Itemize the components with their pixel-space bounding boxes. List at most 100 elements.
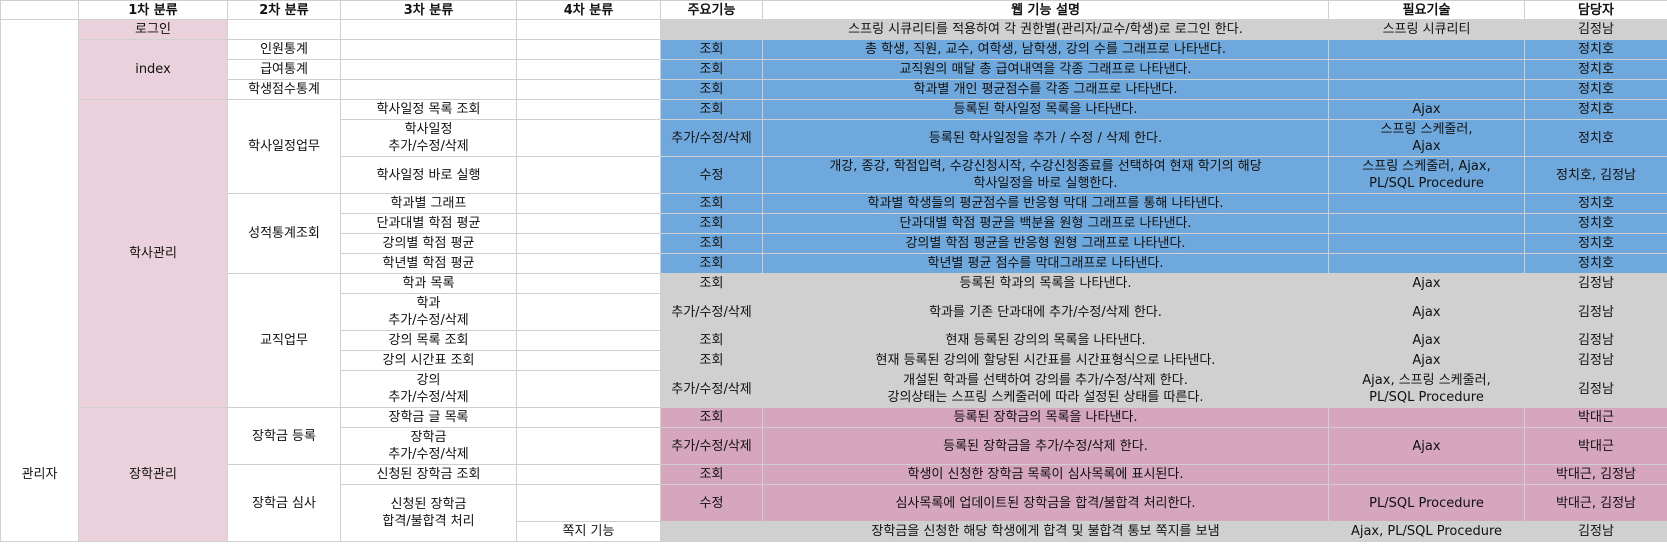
function-cell: 조회 bbox=[660, 213, 763, 234]
owner-cell: 정치호 bbox=[1524, 99, 1667, 120]
cat4-cell bbox=[516, 213, 661, 234]
function-cell bbox=[660, 521, 763, 542]
cat4-cell bbox=[516, 370, 661, 408]
table-row: 학과 추가/수정/삭제 추가/수정/삭제 학과를 기존 단과대에 추가/수정/삭… bbox=[1, 293, 1667, 331]
table-row: 장학금 추가/수정/삭제 추가/수정/삭제 등록된 장학금을 추가/수정/삭제 … bbox=[1, 427, 1667, 465]
table-row: 관리자 로그인 스프링 시큐리티를 적용하여 각 권한별(관리자/교수/학생)로… bbox=[0, 19, 1667, 542]
cat3-cell bbox=[340, 59, 517, 80]
description-cell: 심사목록에 업데이트된 장학금을 합격/불합격 처리한다. bbox=[762, 484, 1329, 522]
owner-cell: 김정남 bbox=[1524, 19, 1667, 40]
function-cell: 조회 bbox=[660, 59, 763, 80]
cat4-cell bbox=[516, 39, 661, 60]
tech-cell: Ajax, 스프링 스케줄러, PL/SQL Procedure bbox=[1328, 370, 1525, 408]
cat2-student-score-stats: 학생점수통계 bbox=[227, 79, 341, 100]
cat4-cell bbox=[516, 19, 661, 40]
function-cell: 조회 bbox=[660, 273, 763, 294]
owner-cell: 정치호 bbox=[1524, 39, 1667, 60]
cat2-schedule-work: 학사일정업무 bbox=[227, 99, 341, 194]
function-cell: 조회 bbox=[660, 350, 763, 371]
cat4-cell bbox=[516, 233, 661, 254]
tech-cell bbox=[1328, 233, 1525, 254]
tech-cell bbox=[1328, 213, 1525, 234]
table-row: 강의 추가/수정/삭제 추가/수정/삭제 개설된 학과를 선택하여 강의를 추가… bbox=[1, 370, 1667, 408]
cat3-cell: 단과대별 학점 평균 bbox=[340, 213, 517, 234]
cat3-cell: 학사일정 바로 실행 bbox=[340, 156, 517, 194]
table-row: 쪽지 기능 장학금을 신청한 해당 학생에게 합격 및 불합격 통보 쪽지를 보… bbox=[1, 521, 1667, 542]
cat4-cell bbox=[516, 484, 661, 522]
description-cell: 학과별 개인 평균점수를 각종 그래프로 나타낸다. bbox=[762, 79, 1329, 100]
description-cell: 등록된 장학금을 추가/수정/삭제 한다. bbox=[762, 427, 1329, 465]
cat1-academic: 학사관리 bbox=[78, 99, 228, 408]
cat3-cell: 강의 추가/수정/삭제 bbox=[340, 370, 517, 408]
cat4-cell bbox=[516, 273, 661, 294]
cat4-cell: 쪽지 기능 bbox=[516, 521, 661, 542]
tech-cell bbox=[1328, 39, 1525, 60]
owner-cell: 김정남 bbox=[1524, 293, 1667, 331]
cat1-login: 로그인 bbox=[78, 19, 228, 40]
description-cell: 등록된 학사일정 목록을 나타낸다. bbox=[762, 99, 1329, 120]
table-row: 교직업무 학과 목록 조회 등록된 학과의 목록을 나타낸다. Ajax 김정남 bbox=[1, 273, 1667, 408]
cat3-cell: 신청된 장학금 조회 bbox=[340, 464, 517, 485]
tech-cell: Ajax bbox=[1328, 293, 1525, 331]
cat4-cell bbox=[516, 119, 661, 157]
table-row: 장학금 심사 신청된 장학금 조회 조회 학생이 신청한 장학금 목록이 심사목… bbox=[1, 464, 1667, 542]
description-cell: 총 학생, 직원, 교수, 여학생, 남학생, 강의 수를 그래프로 나타낸다. bbox=[762, 39, 1329, 60]
cat3-cell: 학년별 학점 평균 bbox=[340, 253, 517, 274]
owner-cell: 정치호 bbox=[1524, 119, 1667, 157]
cat2-salary-stats: 급여통계 bbox=[227, 59, 341, 80]
cat1-scholarship: 장학관리 bbox=[78, 407, 228, 542]
header-description: 웹 기능 설명 bbox=[762, 0, 1329, 20]
function-cell: 수정 bbox=[660, 156, 763, 194]
role-cell: 관리자 bbox=[0, 19, 79, 542]
cat2-cell bbox=[227, 19, 341, 40]
owner-cell: 박대근 bbox=[1524, 427, 1667, 465]
cat3-cell: 강의별 학점 평균 bbox=[340, 233, 517, 254]
owner-cell: 김정남 bbox=[1524, 350, 1667, 371]
cat3-cell: 학사일정 추가/수정/삭제 bbox=[340, 119, 517, 157]
tech-cell bbox=[1328, 253, 1525, 274]
cat4-cell bbox=[516, 407, 661, 428]
function-cell: 조회 bbox=[660, 79, 763, 100]
header-owner: 담당자 bbox=[1524, 0, 1667, 20]
description-cell: 등록된 학과의 목록을 나타낸다. bbox=[762, 273, 1329, 294]
description-cell: 등록된 장학금의 목록을 나타낸다. bbox=[762, 407, 1329, 428]
table-row: 강의별 학점 평균 조회 강의별 학점 평균을 반응형 원형 그래프로 나타낸다… bbox=[1, 233, 1667, 254]
description-cell: 학과를 기존 단과대에 추가/수정/삭제 한다. bbox=[762, 293, 1329, 331]
owner-cell: 정치호, 김정남 bbox=[1524, 156, 1667, 194]
description-cell: 개강, 종강, 학점입력, 수강신청시작, 수강신청종료를 선택하여 현재 학기… bbox=[762, 156, 1329, 194]
description-cell: 학생이 신청한 장학금 목록이 심사목록에 표시된다. bbox=[762, 464, 1329, 485]
table-row: 학사일정 추가/수정/삭제 추가/수정/삭제 등록된 학사일정을 추가 / 수정… bbox=[1, 119, 1667, 157]
cat4-cell bbox=[516, 427, 661, 465]
header-cat4: 4차 분류 bbox=[516, 0, 661, 20]
table-row: index 인원통계 조회 총 학생, 직원, 교수, 여학생, 남학생, 강의… bbox=[1, 39, 1667, 100]
cat3-cell: 강의 시간표 조회 bbox=[340, 350, 517, 371]
tech-cell: Ajax bbox=[1328, 273, 1525, 294]
tech-cell: 스프링 스케줄러, Ajax, PL/SQL Procedure bbox=[1328, 156, 1525, 194]
table-row: 장학관리 장학금 등록 장학금 글 목록 조회 등록된 장학금의 목록을 나타낸… bbox=[1, 407, 1667, 542]
function-cell: 추가/수정/삭제 bbox=[660, 427, 763, 465]
header-function: 주요기능 bbox=[660, 0, 763, 20]
description-cell: 학과별 학생들의 평균점수를 반응형 막대 그래프를 통해 나타낸다. bbox=[762, 193, 1329, 214]
description-cell: 학년별 평균 점수를 막대그래프로 나타낸다. bbox=[762, 253, 1329, 274]
cat4-cell bbox=[516, 464, 661, 485]
tech-cell: Ajax, PL/SQL Procedure bbox=[1328, 521, 1525, 542]
function-cell: 조회 bbox=[660, 464, 763, 485]
owner-cell: 정치호 bbox=[1524, 79, 1667, 100]
owner-cell: 정치호 bbox=[1524, 59, 1667, 80]
cat2-scholarship-reg: 장학금 등록 bbox=[227, 407, 341, 465]
cat3-cell: 학과 추가/수정/삭제 bbox=[340, 293, 517, 331]
cat2-faculty-work: 교직업무 bbox=[227, 273, 341, 408]
owner-cell: 박대근 bbox=[1524, 407, 1667, 428]
cat2-scholarship-review: 장학금 심사 bbox=[227, 464, 341, 542]
cat4-cell bbox=[516, 350, 661, 371]
owner-cell: 박대근, 김정남 bbox=[1524, 484, 1667, 522]
cat4-cell bbox=[516, 156, 661, 194]
owner-cell: 정치호 bbox=[1524, 193, 1667, 214]
description-cell: 강의별 학점 평균을 반응형 원형 그래프로 나타낸다. bbox=[762, 233, 1329, 254]
cat3-cell: 장학금 글 목록 bbox=[340, 407, 517, 428]
function-cell bbox=[660, 19, 763, 40]
header-tech: 필요기술 bbox=[1328, 0, 1525, 20]
cat3-cell bbox=[340, 79, 517, 100]
table-row: 급여통계 조회 교직원의 매달 총 급여내역을 각종 그래프로 나타낸다. 정치… bbox=[1, 59, 1667, 80]
